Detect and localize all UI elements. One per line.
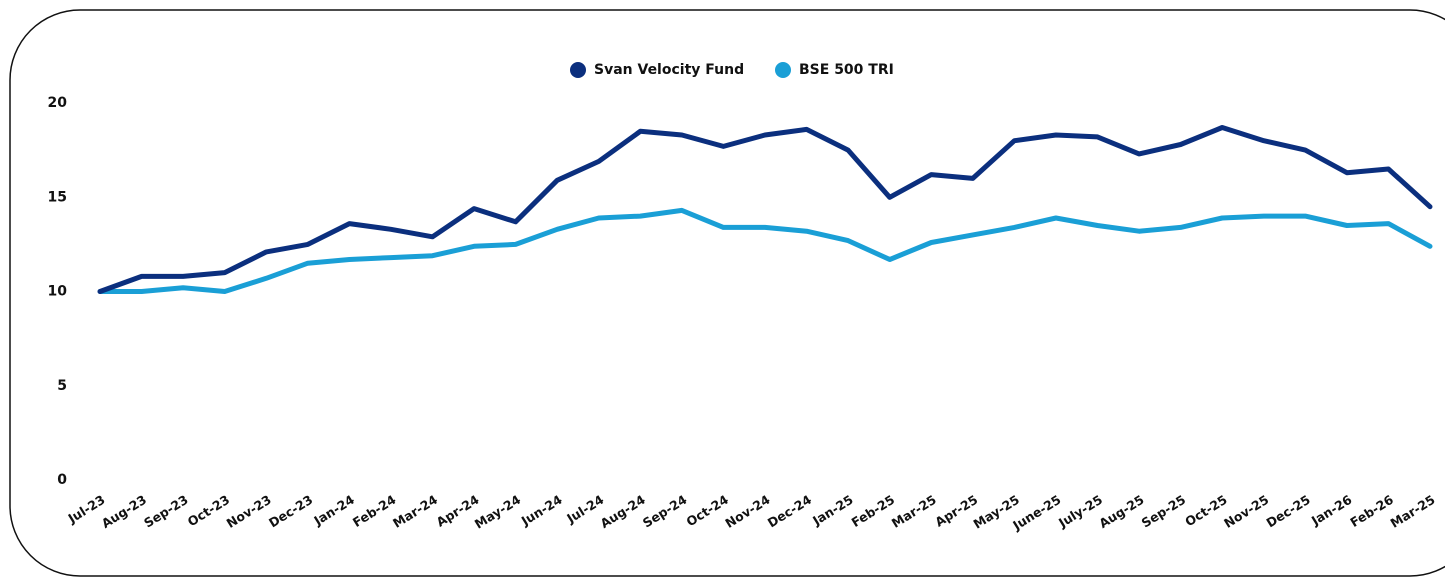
legend-marker — [775, 62, 791, 78]
y-tick-label: 15 — [48, 189, 67, 205]
x-tick-label: Jan-26 — [1308, 492, 1355, 529]
x-tick-label: Jan-24 — [310, 492, 357, 529]
legend-marker — [570, 62, 586, 78]
frame — [9, 9, 1445, 577]
x-tick-label: Sep-23 — [141, 492, 191, 531]
x-tick-label: Nov-23 — [224, 492, 274, 531]
x-tick-label: Dec-23 — [266, 492, 315, 531]
x-tick-label: Jan-25 — [809, 492, 856, 529]
legend-label: Svan Velocity Fund — [594, 62, 744, 78]
x-tick-label: May-24 — [472, 492, 524, 532]
x-tick-label: Feb-25 — [849, 492, 898, 530]
y-tick-label: 0 — [57, 472, 67, 488]
x-tick-label: Jun-24 — [518, 492, 565, 529]
x-tick-label: Aug-24 — [597, 492, 648, 531]
x-tick-label: Sep-25 — [1139, 492, 1189, 531]
legend-label: BSE 500 TRI — [799, 62, 894, 78]
x-tick-label: Dec-24 — [765, 492, 815, 531]
series-line — [97, 207, 1433, 294]
x-tick-label: Mar-25 — [1388, 492, 1438, 531]
y-tick-label: 10 — [48, 284, 68, 300]
x-tick-label: Mar-25 — [889, 492, 939, 531]
x-tick-label: Sep-24 — [640, 492, 690, 531]
x-tick-label: July-25 — [1055, 492, 1105, 531]
x-tick-label: Oct-24 — [684, 492, 732, 530]
x-tick-label: Dec-25 — [1264, 492, 1313, 531]
x-tick-label: Oct-25 — [1182, 492, 1229, 529]
x-tick-label: Mar-24 — [390, 492, 440, 531]
series-line — [97, 125, 1433, 294]
x-tick-label: Feb-24 — [350, 492, 399, 530]
x-tick-label: Aug-23 — [99, 492, 149, 531]
x-tick-label: Oct-23 — [185, 492, 232, 529]
y-tick-label: 20 — [48, 95, 68, 111]
y-tick-label: 5 — [57, 378, 67, 394]
x-tick-label: Nov-25 — [1221, 492, 1271, 531]
x-tick-label: Nov-24 — [722, 492, 772, 531]
x-tick-label: Feb-26 — [1347, 492, 1396, 530]
x-tick-label: Aug-25 — [1096, 492, 1146, 531]
